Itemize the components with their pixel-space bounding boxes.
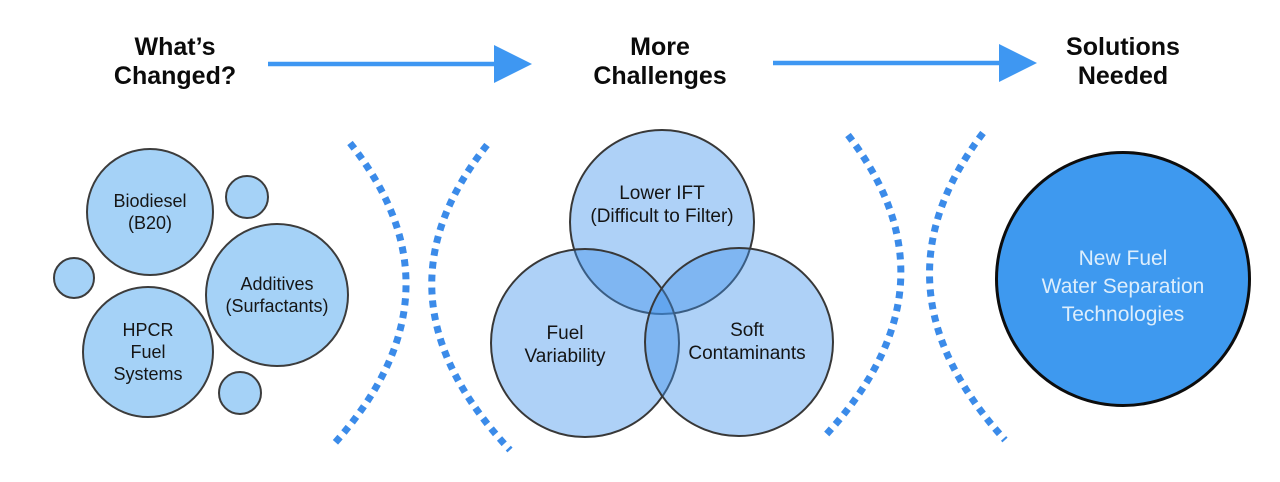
bubble-label-line: New Fuel: [1078, 247, 1168, 270]
flow-arrow-2-icon: [773, 44, 1037, 82]
heading-more-challenges: More Challenges: [550, 33, 770, 91]
bubble-label-line: (B20): [127, 213, 172, 233]
bubble-label: Soft Contaminants: [688, 319, 805, 365]
bubble-label: Biodiesel (B20): [113, 190, 186, 234]
heading-line: What’s: [134, 33, 216, 61]
bubble-label: New Fuel Water Separation Technologies: [1042, 245, 1205, 329]
bubble-label-line: Lower IFT: [619, 183, 705, 204]
bubble-label-line: HPCR: [122, 320, 174, 340]
heading-line: Changed?: [113, 62, 237, 90]
bubble-label-line: (Difficult to Filter): [590, 206, 734, 227]
bubble-small-accent-1: [225, 175, 269, 219]
bubble-additives: Additives (Surfactants): [205, 223, 349, 367]
funnel-2-right-dashed-arc-icon: [926, 130, 1008, 443]
bubble-small-accent-2: [53, 257, 95, 299]
heading-line: More: [630, 33, 690, 61]
bubble-label-line: Additives: [240, 274, 314, 294]
bubble-small-accent-3: [218, 371, 262, 415]
bubble-solution: New Fuel Water Separation Technologies: [995, 151, 1251, 407]
bubble-label-line: Systems: [113, 364, 183, 384]
funnel-2-left-dashed-arc-icon: [820, 132, 905, 441]
funnel-1-right-dashed-arc-icon: [428, 142, 513, 453]
heading-line: Challenges: [593, 62, 727, 90]
heading-line: Solutions: [1066, 33, 1180, 61]
bubble-biodiesel: Biodiesel (B20): [86, 148, 214, 276]
bubble-label-line: Fuel: [130, 342, 166, 362]
bubble-label-line: Biodiesel: [113, 191, 187, 211]
heading-line: Needed: [1077, 62, 1169, 90]
bubble-label-line: Fuel: [546, 323, 584, 344]
venn-circle-soft-contaminants: Soft Contaminants: [644, 247, 834, 437]
bubble-label-line: (Surfactants): [225, 296, 329, 316]
bubble-label: Lower IFT (Difficult to Filter): [590, 182, 733, 228]
bubble-label: Additives (Surfactants): [225, 273, 328, 317]
heading-whats-changed: What’s Changed?: [65, 33, 285, 91]
bubble-hpcr: HPCR Fuel Systems: [82, 286, 214, 418]
bubble-label: Fuel Variability: [525, 322, 606, 368]
bubble-label-line: Contaminants: [688, 343, 806, 364]
flow-arrow-1-icon: [268, 45, 532, 83]
heading-solutions-needed: Solutions Needed: [1013, 33, 1233, 91]
bubble-label-line: Technologies: [1061, 303, 1185, 326]
bubble-label-line: Variability: [524, 346, 606, 367]
bubble-label: HPCR Fuel Systems: [113, 319, 182, 385]
bubble-label-line: Soft: [730, 320, 764, 341]
bubble-label-line: Water Separation: [1041, 275, 1205, 298]
